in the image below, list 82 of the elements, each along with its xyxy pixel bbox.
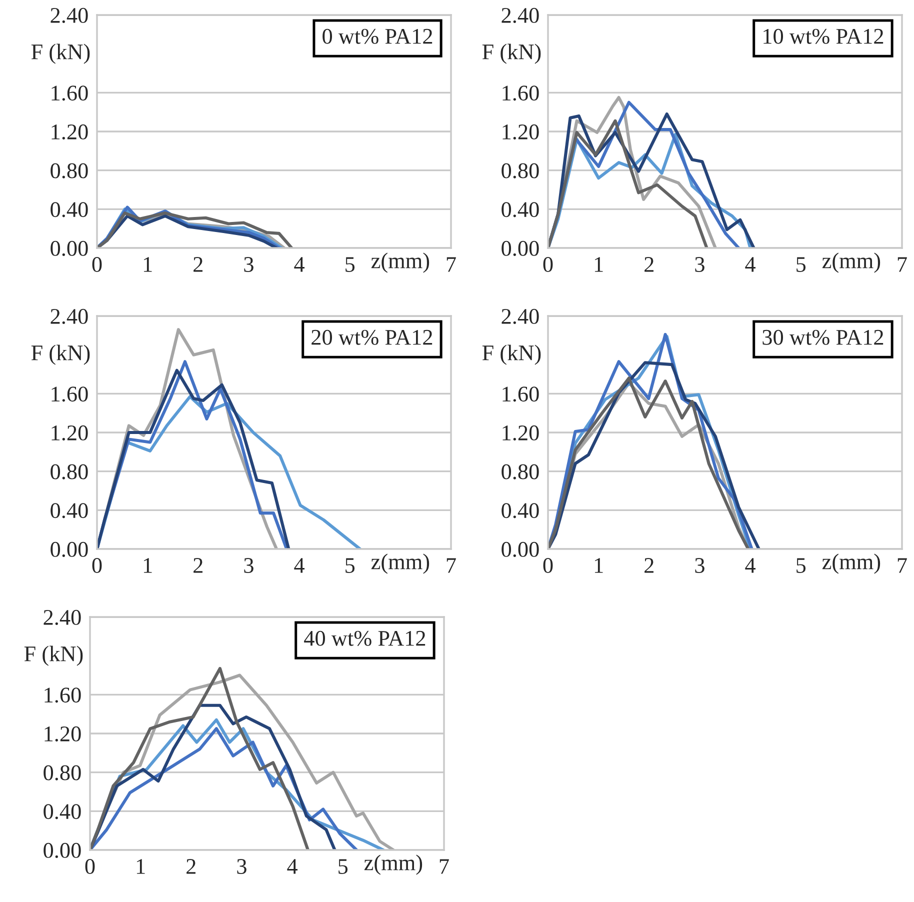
x-tick-label: 1 [136,859,145,874]
y-tick-label: 2.40 [50,8,88,24]
y-tick-label: 0.80 [44,765,81,780]
y-tick-label: 0.80 [502,464,539,480]
x-tick-label: 3 [695,558,704,573]
y-tick-label: 0.00 [50,240,88,256]
y-tick-label: 1.20 [44,726,81,742]
chart-title: 20 wt% PA12 [312,330,432,345]
x-tick-label: 4 [745,257,756,272]
x-tick-label: 2 [194,257,202,272]
y-tick-label: 1.60 [44,688,81,703]
x-tick-label: 0 [92,256,102,272]
x-tick-label: 7 [446,558,456,573]
x-tick-label: 7 [898,257,907,272]
x-tick-label: 4 [294,257,304,272]
y-tick-label: 0.40 [44,804,81,820]
x-tick-label: 1 [594,558,603,573]
x-tick-label: 0 [543,256,553,272]
x-tick-label: 4 [287,859,298,874]
x-tick-label: 4 [294,558,304,573]
x-tick-label: 5 [346,257,355,272]
x-tick-label: 4 [745,558,756,573]
chart-title: 40 wt% PA12 [304,630,426,646]
x-tick-label: 1 [144,558,152,573]
x-tick-label: 5 [338,859,348,874]
x-tick-label: 1 [594,257,603,272]
chart-title: 0 wt% PA12 [322,28,432,44]
y-tick-label: 1.60 [502,86,539,101]
x-axis-title: z(mm) [371,554,430,574]
x-tick-label: 3 [695,257,704,272]
y-tick-label: 0.00 [502,542,539,558]
y-tick-label: 1.20 [52,124,88,140]
y-axis-title: F (kN) [31,344,90,365]
x-tick-label: 3 [244,558,254,573]
x-tick-label: 5 [346,558,355,573]
y-tick-label: 2.40 [50,308,88,324]
x-axis-title: z(mm) [364,854,422,875]
y-axis-title: F (kN) [482,44,541,64]
line-series [90,666,310,850]
x-tick-label: 0 [543,558,553,573]
y-tick-label: 1.20 [502,124,539,140]
y-tick-label: 0.80 [50,163,88,178]
y-tick-label: 2.40 [502,8,539,24]
x-tick-label: 5 [796,558,806,573]
y-tick-label: 0.40 [50,503,88,518]
y-tick-label: 0.00 [502,240,539,256]
line-series [548,119,708,248]
x-tick-label: 2 [194,558,202,573]
y-tick-label: 0.80 [50,464,88,480]
y-tick-label: 1.20 [52,425,88,441]
y-axis-title: F (kN) [482,344,541,365]
y-tick-label: 2.40 [502,308,539,324]
x-axis-title: z(mm) [822,554,880,574]
y-tick-label: 0.40 [502,503,539,518]
y-tick-label: 2.40 [44,610,81,626]
y-tick-label: 1.60 [502,386,539,402]
y-axis-title: F (kN) [24,646,83,666]
y-tick-label: 0.40 [502,202,539,218]
x-tick-label: 2 [644,257,654,272]
y-tick-label: 1.60 [52,86,88,101]
x-tick-label: 7 [440,859,449,874]
y-tick-label: 1.20 [502,425,539,441]
y-tick-label: 0.00 [50,542,88,558]
y-tick-label: 1.60 [52,386,88,402]
x-tick-label: 5 [796,257,806,272]
x-tick-label: 3 [244,257,254,272]
y-tick-label: 0.00 [44,842,81,858]
x-tick-label: 0 [92,558,102,573]
x-tick-label: 7 [898,558,907,573]
x-tick-label: 2 [644,558,654,573]
chart-title: 30 wt% PA12 [762,330,884,345]
x-axis-title: z(mm) [371,252,430,273]
y-tick-label: 0.80 [502,163,539,178]
x-tick-label: 2 [186,859,196,874]
y-tick-label: 0.40 [50,202,88,218]
x-tick-label: 0 [85,858,95,874]
x-tick-label: 7 [446,257,456,272]
x-tick-label: 1 [144,257,152,272]
y-axis-title: F (kN) [31,44,90,64]
chart-title: 10 wt% PA12 [764,28,884,44]
x-axis-title: z(mm) [822,252,880,273]
x-tick-label: 3 [237,859,246,874]
